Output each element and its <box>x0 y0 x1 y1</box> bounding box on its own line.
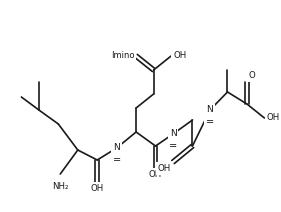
Text: OH: OH <box>90 184 104 193</box>
Text: =: = <box>113 155 121 165</box>
Text: =: = <box>169 141 177 151</box>
Text: =: = <box>206 117 214 127</box>
Text: OH: OH <box>158 164 171 173</box>
Text: O: O <box>249 71 256 80</box>
Text: OH: OH <box>266 113 280 123</box>
Text: N: N <box>113 144 120 152</box>
Text: NH₂: NH₂ <box>52 182 69 191</box>
Text: N: N <box>170 130 176 138</box>
Text: OH: OH <box>149 170 162 179</box>
Text: Imino: Imino <box>111 52 134 60</box>
Text: OH: OH <box>173 52 186 60</box>
Text: N: N <box>207 106 213 114</box>
